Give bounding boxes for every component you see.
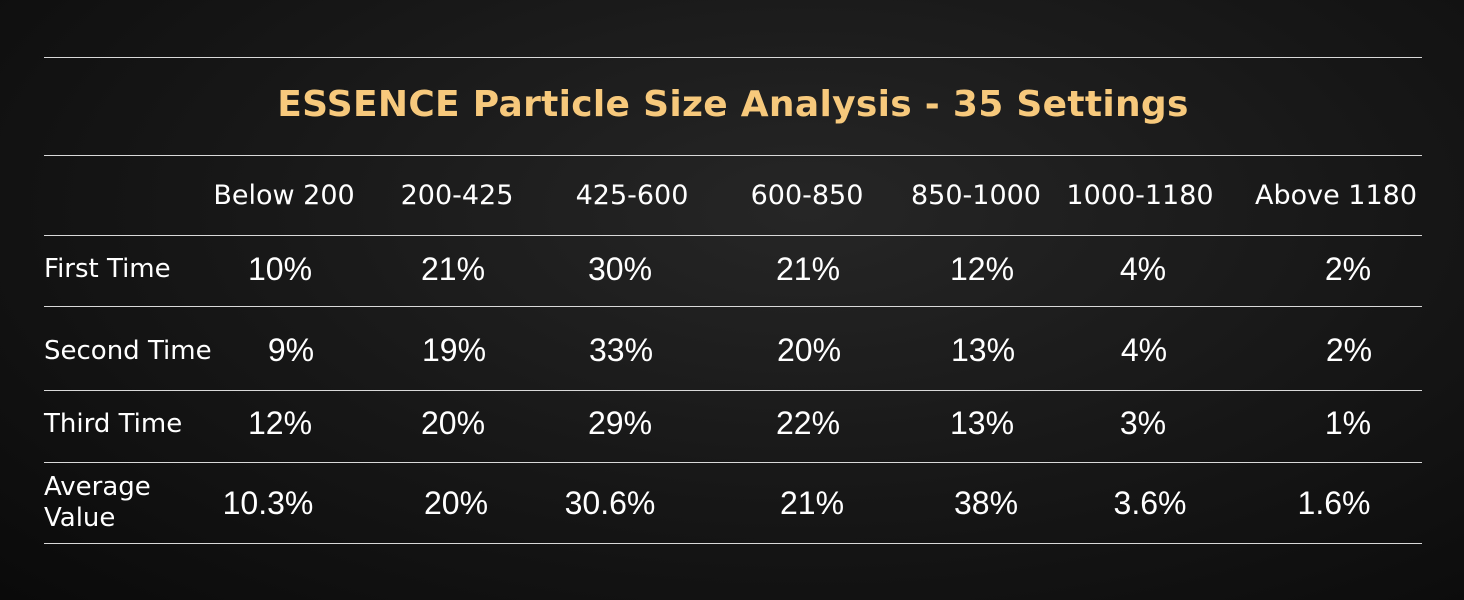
row-label-second-time: Second Time: [44, 336, 212, 366]
divider-row-3: [44, 462, 1422, 463]
row-label-first-time: First Time: [44, 254, 171, 284]
cell: 3.6%: [1113, 485, 1187, 521]
column-header: 200-425: [400, 180, 514, 211]
cell: 30%: [587, 251, 653, 287]
column-header: 425-600: [575, 180, 689, 211]
column-header: 1000-1180: [1066, 180, 1214, 211]
cell: 22%: [775, 405, 841, 441]
divider-under-header: [44, 235, 1422, 236]
cell: 4%: [1120, 332, 1168, 368]
cell: 10%: [247, 251, 313, 287]
divider-row-2: [44, 390, 1422, 391]
cell: 13%: [949, 405, 1015, 441]
cell: 10.3%: [222, 485, 314, 521]
column-header: 850-1000: [911, 180, 1041, 211]
divider-under-title: [44, 155, 1422, 156]
cell: 30.6%: [564, 485, 656, 521]
cell: 29%: [587, 405, 653, 441]
cell: 1.6%: [1297, 485, 1371, 521]
cell: 12%: [247, 405, 313, 441]
cell: 2%: [1324, 251, 1372, 287]
column-header: 600-850: [750, 180, 864, 211]
particle-size-table: ESSENCE Particle Size Analysis - 35 Sett…: [44, 0, 1422, 600]
cell: 21%: [779, 485, 845, 521]
column-header: Above 1180: [1254, 180, 1418, 211]
cell: 12%: [949, 251, 1015, 287]
row-label-third-time: Third Time: [44, 409, 183, 439]
cell: 3%: [1119, 405, 1167, 441]
cell: 21%: [420, 251, 486, 287]
cell: 1%: [1324, 405, 1372, 441]
cell: 20%: [776, 332, 842, 368]
cell: 4%: [1119, 251, 1167, 287]
divider-bottom: [44, 543, 1422, 544]
cell: 21%: [775, 251, 841, 287]
divider-top: [44, 57, 1422, 58]
cell: 2%: [1325, 332, 1373, 368]
cell: 20%: [423, 485, 489, 521]
cell: 19%: [421, 332, 487, 368]
row-label-average-value: Average Value: [44, 472, 151, 533]
cell: 9%: [267, 332, 315, 368]
column-header: Below 200: [213, 180, 355, 211]
cell: 20%: [420, 405, 486, 441]
cell: 38%: [953, 485, 1019, 521]
cell: 13%: [950, 332, 1016, 368]
table-title: ESSENCE Particle Size Analysis - 35 Sett…: [277, 84, 1189, 125]
divider-row-1: [44, 306, 1422, 307]
cell: 33%: [588, 332, 654, 368]
